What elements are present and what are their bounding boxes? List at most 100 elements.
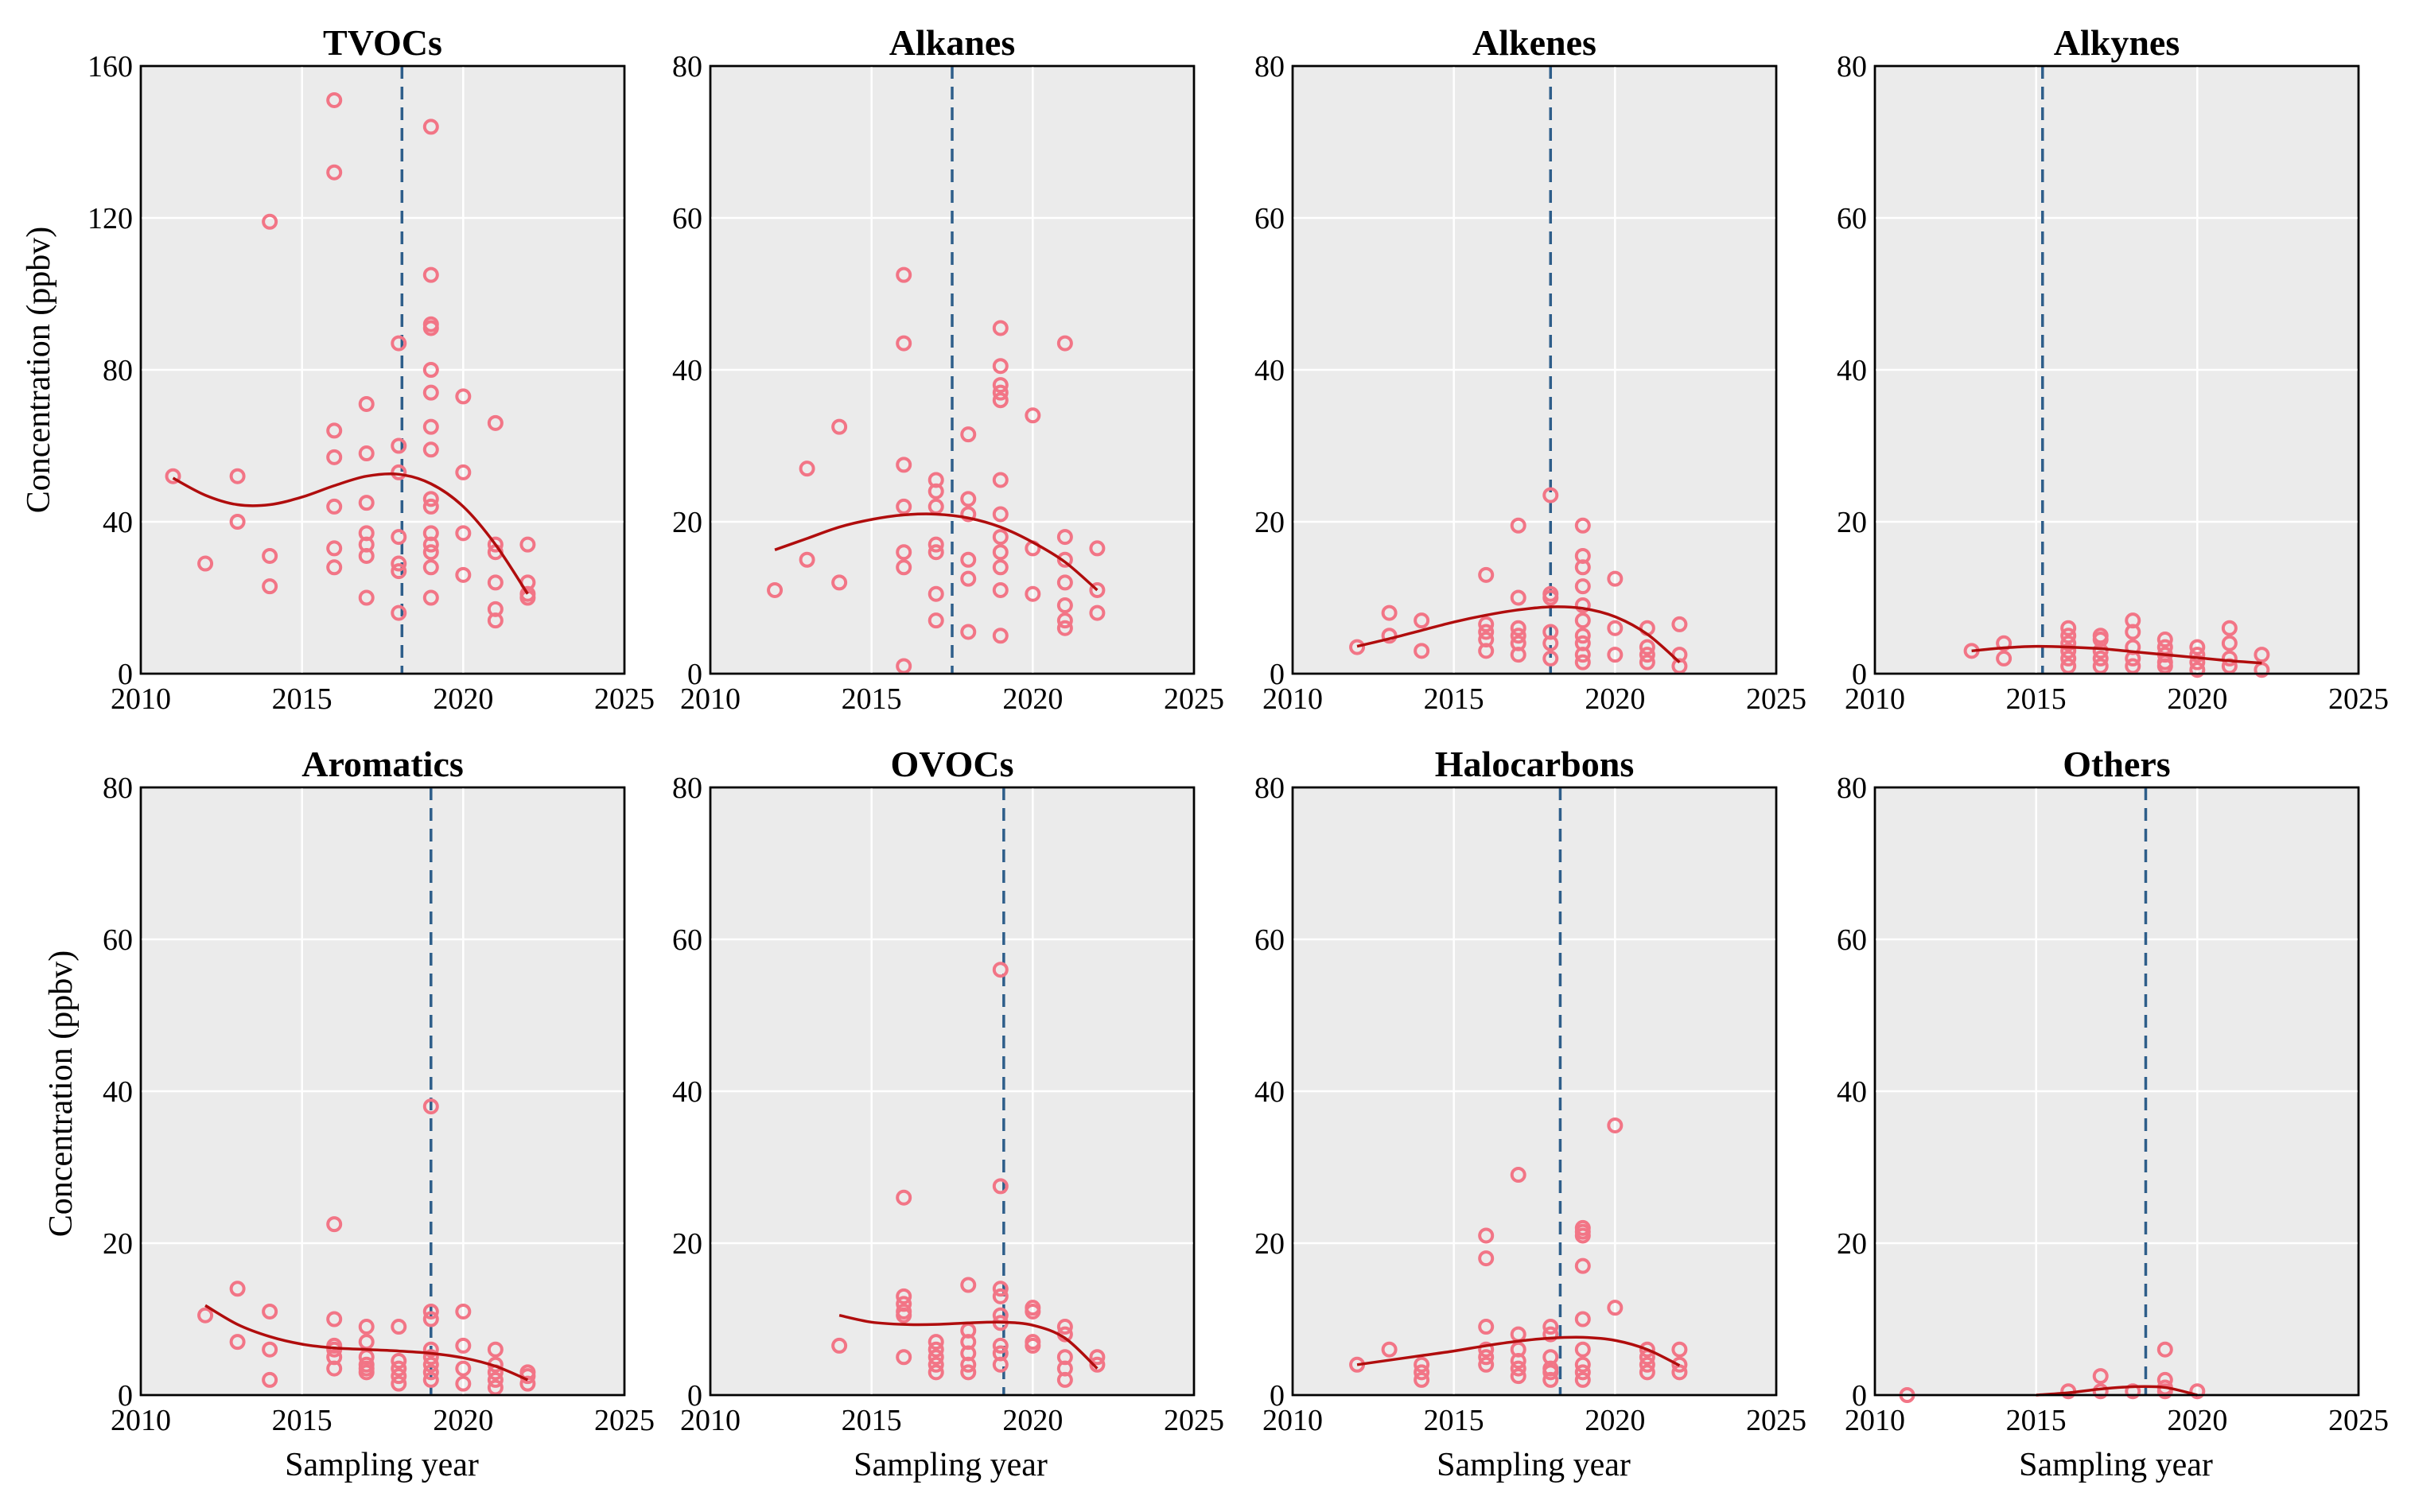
- data-point: [2060, 635, 2077, 651]
- data-point: [197, 1307, 214, 1323]
- plot-border: [139, 64, 626, 675]
- data-point: [992, 358, 1009, 375]
- data-point: [391, 1375, 407, 1392]
- data-point: [422, 320, 439, 336]
- data-point: [928, 544, 944, 561]
- x-tick-label: 2015: [2006, 682, 2067, 716]
- data-point: [1478, 1319, 1495, 1335]
- data-point: [992, 1288, 1009, 1304]
- data-point: [2060, 628, 2077, 644]
- data-point: [487, 1341, 504, 1358]
- data-point: [992, 392, 1009, 409]
- panel-halocarbons: 2010 2015 2020 2025 0 20 40 60 80 Halocarbons: [1254, 744, 1806, 1437]
- data-point: [1510, 1353, 1526, 1370]
- y-tick-label: 0: [1852, 1379, 1867, 1413]
- data-point: [960, 1356, 977, 1373]
- data-point: [1056, 1371, 1073, 1388]
- x-tick-label: 2015: [1424, 1404, 1484, 1437]
- data-point: [992, 1337, 1009, 1354]
- data-point: [262, 213, 278, 230]
- y-tick-label: 120: [88, 202, 133, 235]
- data-point: [1671, 1364, 1688, 1381]
- data-point: [487, 574, 504, 591]
- data-point: [391, 335, 407, 352]
- y-tick-label: 40: [1254, 1075, 1285, 1109]
- y-tick-label: 80: [672, 772, 702, 805]
- data-point: [391, 1319, 407, 1335]
- y-tick-label: 0: [1270, 658, 1285, 691]
- x-tick-label: 2010: [1262, 682, 1323, 716]
- data-point: [1510, 620, 1526, 636]
- data-point: [262, 578, 278, 595]
- data-point: [422, 1303, 439, 1320]
- x-tick-label: 2020: [2167, 682, 2227, 716]
- data-point: [2189, 647, 2206, 663]
- y-tick-label: 0: [687, 1379, 702, 1413]
- data-point: [1510, 1360, 1526, 1377]
- data-point: [896, 457, 912, 473]
- data-point: [391, 437, 407, 454]
- data-point: [1574, 597, 1591, 614]
- data-point: [422, 491, 439, 507]
- plot-border: [139, 786, 626, 1397]
- data-point: [1574, 1341, 1591, 1358]
- data-point: [1089, 540, 1106, 557]
- data-point: [1671, 1356, 1688, 1373]
- data-point: [1510, 517, 1526, 534]
- data-point: [992, 384, 1009, 401]
- data-point: [2092, 643, 2109, 659]
- data-point: [960, 570, 977, 587]
- data-point: [1056, 612, 1073, 629]
- y-tick-label: 60: [1837, 923, 1867, 957]
- data-point: [1414, 1356, 1430, 1373]
- data-point: [455, 566, 472, 583]
- x-tick-label: 2015: [842, 1404, 902, 1437]
- data-point: [992, 320, 1009, 336]
- y-tick-label: 160: [88, 50, 133, 84]
- x-tick-label: 2010: [1845, 1404, 1905, 1437]
- data-point: [358, 395, 375, 412]
- x-tick-label: 2015: [842, 682, 902, 716]
- data-point: [358, 1364, 375, 1381]
- data-point: [2125, 1383, 2141, 1400]
- data-point: [1574, 628, 1591, 644]
- data-point: [1671, 658, 1688, 674]
- plot-border: [1873, 786, 2360, 1397]
- data-point: [519, 1375, 536, 1392]
- data-point: [1607, 1117, 1624, 1133]
- x-tick-label: 2025: [594, 1404, 655, 1437]
- panel-others: 2010 2015 2020 2025 0 20 40 60 80 Others: [1837, 744, 2389, 1437]
- data-point: [2156, 632, 2173, 648]
- data-point: [1056, 335, 1073, 352]
- y-tick-label: 20: [672, 506, 702, 539]
- data-point: [1574, 1356, 1591, 1373]
- data-point: [358, 547, 375, 564]
- data-point: [262, 547, 278, 564]
- plot-border: [1291, 786, 1778, 1397]
- fit-curve: [172, 472, 529, 595]
- data-point: [2060, 643, 2077, 659]
- data-point: [262, 1303, 278, 1320]
- data-point: [928, 1364, 944, 1381]
- y-tick-label: 80: [103, 354, 133, 387]
- x-tick-label: 2010: [680, 682, 741, 716]
- data-point: [992, 962, 1009, 978]
- data-point: [992, 628, 1009, 644]
- data-point: [1510, 1368, 1526, 1385]
- data-point: [391, 555, 407, 572]
- x-tick-label: 2020: [1585, 682, 1645, 716]
- data-point: [1478, 1227, 1495, 1244]
- data-point: [2254, 662, 2270, 678]
- y-tick-label: 20: [672, 1227, 702, 1261]
- data-point: [391, 604, 407, 621]
- data-point: [422, 384, 439, 401]
- data-point: [391, 1353, 407, 1370]
- plot-border: [709, 64, 1196, 675]
- data-point: [928, 536, 944, 553]
- data-point: [2156, 658, 2173, 674]
- data-point: [1510, 647, 1526, 663]
- data-point: [1574, 517, 1591, 534]
- data-point: [2221, 620, 2238, 636]
- y-tick-label: 80: [103, 772, 133, 805]
- fit-curve: [838, 1314, 1099, 1370]
